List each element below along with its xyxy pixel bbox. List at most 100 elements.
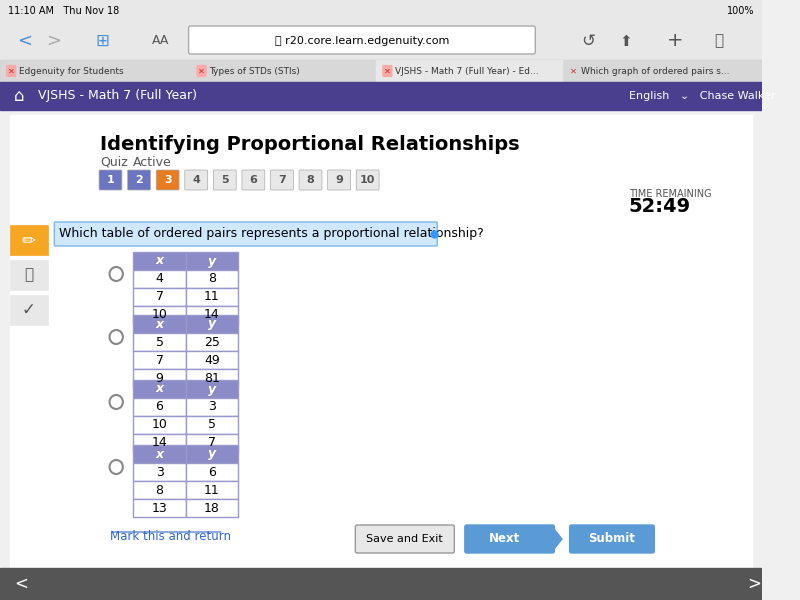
Text: 25: 25 (204, 335, 220, 349)
Text: Which table of ordered pairs represents a proportional relationship?: Which table of ordered pairs represents … (59, 227, 484, 241)
Text: 52:49: 52:49 (629, 197, 690, 217)
Text: 10: 10 (152, 419, 167, 431)
Text: AA: AA (152, 34, 170, 47)
Text: ✕: ✕ (198, 67, 205, 76)
Bar (134, 445, 186, 463)
Text: English   ⌄   Chase Walker: English ⌄ Chase Walker (629, 91, 775, 101)
FancyBboxPatch shape (185, 170, 208, 190)
Bar (376, 60, 562, 82)
Bar (134, 333, 186, 351)
FancyBboxPatch shape (54, 222, 437, 246)
Bar (134, 481, 186, 499)
Text: y: y (208, 254, 216, 268)
Text: 🎧: 🎧 (24, 268, 33, 283)
Text: +: + (666, 31, 683, 50)
Bar (134, 463, 186, 481)
Text: y: y (208, 317, 216, 331)
Text: Identifying Proportional Relationships: Identifying Proportional Relationships (100, 136, 520, 154)
Text: 6: 6 (156, 401, 163, 413)
Text: 7: 7 (155, 353, 163, 367)
Text: Active: Active (134, 155, 172, 169)
Bar (10, 225, 48, 255)
FancyBboxPatch shape (242, 170, 265, 190)
Text: ✕: ✕ (384, 67, 391, 76)
Text: 6: 6 (208, 466, 216, 479)
Text: <: < (17, 32, 32, 50)
Text: ⊞: ⊞ (95, 32, 109, 50)
Bar (0, 22, 762, 60)
Text: TIME REMAINING: TIME REMAINING (629, 189, 711, 199)
Text: 10: 10 (360, 175, 375, 185)
Bar (134, 351, 186, 369)
Text: 18: 18 (204, 502, 220, 514)
Bar (134, 434, 186, 452)
Text: 1: 1 (106, 175, 114, 185)
Bar (134, 288, 186, 306)
FancyBboxPatch shape (156, 170, 179, 190)
Bar (186, 463, 238, 481)
Text: y: y (208, 383, 216, 395)
Text: 81: 81 (204, 371, 220, 385)
Text: ✕: ✕ (8, 67, 14, 76)
Text: VJSHS - Math 7 (Full Year) - Ed...: VJSHS - Math 7 (Full Year) - Ed... (395, 67, 539, 76)
Text: 2: 2 (135, 175, 143, 185)
FancyBboxPatch shape (356, 170, 379, 190)
Text: ✕: ✕ (570, 67, 577, 76)
Circle shape (110, 330, 123, 344)
Text: 7: 7 (278, 175, 286, 185)
Bar (186, 499, 238, 517)
Text: ↺: ↺ (581, 32, 595, 50)
Bar (186, 434, 238, 452)
Text: ⬆: ⬆ (619, 34, 632, 49)
Text: 14: 14 (204, 308, 220, 322)
FancyBboxPatch shape (570, 525, 654, 553)
Bar (186, 270, 238, 288)
FancyBboxPatch shape (465, 525, 554, 553)
Bar (0, 60, 190, 82)
Text: y: y (208, 448, 216, 461)
Text: Submit: Submit (588, 533, 635, 545)
Text: Which graph of ordered pairs s...: Which graph of ordered pairs s... (581, 67, 730, 76)
Bar (134, 252, 186, 270)
Bar (10, 295, 48, 325)
Text: ✏: ✏ (22, 231, 35, 249)
Bar (134, 315, 186, 333)
Bar (186, 252, 238, 270)
Circle shape (110, 395, 123, 409)
FancyBboxPatch shape (355, 525, 454, 553)
Text: ✓: ✓ (22, 301, 35, 319)
Bar (186, 351, 238, 369)
Text: 8: 8 (208, 272, 216, 286)
FancyBboxPatch shape (299, 170, 322, 190)
Bar (186, 315, 238, 333)
Bar (0, 60, 762, 82)
Bar (186, 306, 238, 324)
Circle shape (110, 460, 123, 474)
Text: x: x (155, 254, 164, 268)
Text: ⌂: ⌂ (14, 87, 25, 105)
FancyBboxPatch shape (128, 170, 150, 190)
Text: 4: 4 (192, 175, 200, 185)
Bar (190, 60, 376, 82)
FancyBboxPatch shape (270, 170, 294, 190)
Text: Edgenuity for Students: Edgenuity for Students (19, 67, 124, 76)
FancyBboxPatch shape (328, 170, 350, 190)
Bar (0, 82, 762, 110)
Text: x: x (155, 448, 164, 461)
Text: Quiz: Quiz (100, 155, 128, 169)
Text: Next: Next (490, 533, 521, 545)
Text: VJSHS - Math 7 (Full Year): VJSHS - Math 7 (Full Year) (38, 89, 197, 103)
Bar (186, 398, 238, 416)
Text: >: > (46, 32, 61, 50)
Circle shape (110, 267, 123, 281)
Bar (0, 568, 762, 600)
Bar (134, 416, 186, 434)
FancyBboxPatch shape (189, 26, 535, 54)
Text: 3: 3 (164, 175, 171, 185)
Bar (0, 0, 762, 22)
Text: 8: 8 (155, 484, 163, 497)
Bar (186, 333, 238, 351)
Bar (134, 306, 186, 324)
Text: 13: 13 (152, 502, 167, 514)
Bar (10, 115, 753, 575)
